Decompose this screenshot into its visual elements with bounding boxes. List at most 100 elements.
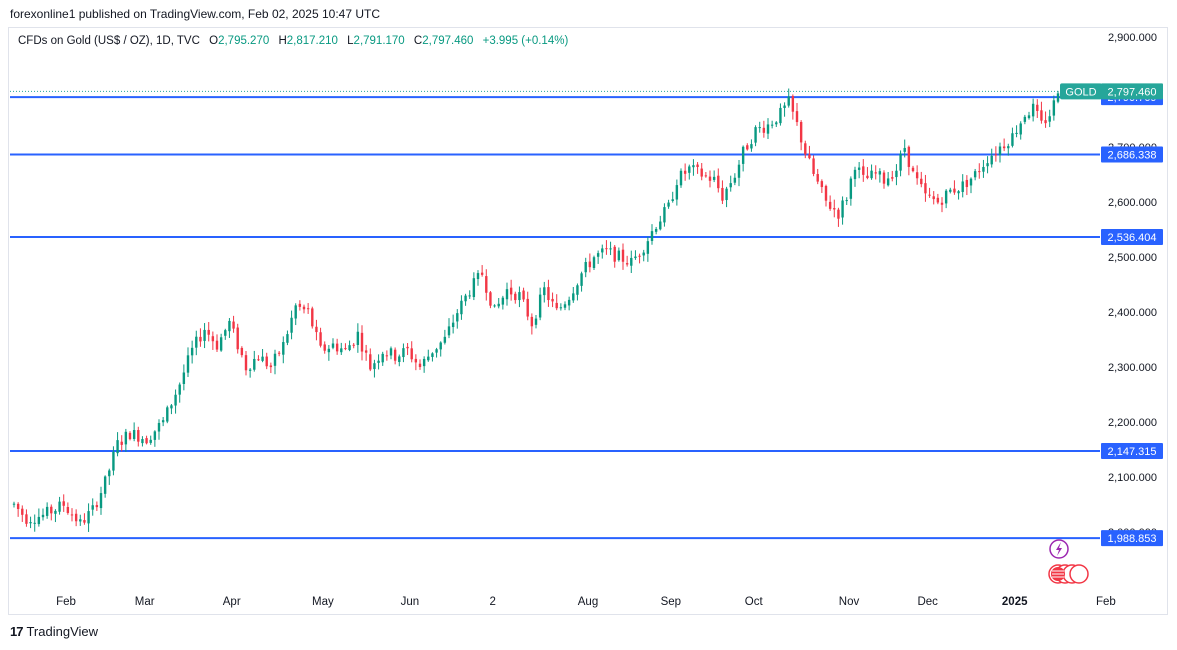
candle-body-83 bbox=[356, 331, 360, 346]
level-label-3: 2,147.315 bbox=[1108, 446, 1157, 458]
candle-body-68 bbox=[294, 305, 297, 319]
level-badge-2 bbox=[1101, 228, 1163, 245]
candle-body-239 bbox=[1002, 146, 1006, 149]
candle-body-52 bbox=[228, 320, 231, 332]
publisher-line: forexonline1 published on TradingView.co… bbox=[10, 7, 381, 21]
candle-body-219 bbox=[920, 178, 923, 185]
candle-body-206 bbox=[866, 175, 869, 179]
candle-body-11 bbox=[58, 501, 61, 512]
candle-body-234 bbox=[982, 166, 985, 172]
candle-body-108 bbox=[460, 300, 463, 315]
candle-body-163 bbox=[688, 166, 691, 173]
candle-body-204 bbox=[857, 167, 861, 170]
candle-body-69 bbox=[298, 303, 302, 307]
candle-body-27 bbox=[124, 431, 128, 445]
x-tick-label-6: Aug bbox=[578, 596, 598, 608]
x-tick-label-12: Feb bbox=[1096, 596, 1116, 608]
candle-body-51 bbox=[224, 330, 227, 336]
candle-body-102 bbox=[435, 349, 438, 353]
candle-body-124 bbox=[526, 298, 529, 317]
x-tick-label-11: 2025 bbox=[1002, 596, 1028, 608]
candle-body-249 bbox=[1044, 120, 1047, 124]
candle-body-55 bbox=[240, 347, 244, 356]
candle-body-50 bbox=[219, 337, 223, 351]
candle-body-160 bbox=[675, 185, 679, 200]
x-tick-label-7: Sep bbox=[661, 596, 681, 608]
candle-body-137 bbox=[580, 273, 583, 286]
candle-body-21 bbox=[99, 493, 103, 509]
candle-body-147 bbox=[621, 249, 625, 262]
candle-body-154 bbox=[650, 231, 654, 241]
candle-body-76 bbox=[327, 348, 331, 353]
legend-close: 2,797.460 bbox=[422, 35, 474, 47]
legend-close-label: C bbox=[413, 35, 423, 47]
candle-body-8 bbox=[45, 506, 49, 516]
candle-body-98 bbox=[418, 363, 422, 368]
candle-body-46 bbox=[203, 329, 206, 341]
candle-body-170 bbox=[717, 175, 720, 189]
candle-body-217 bbox=[911, 167, 915, 172]
candle-body-92 bbox=[393, 349, 397, 361]
candle-body-218 bbox=[915, 172, 919, 179]
tradingview-brand[interactable]: 17 TradingView bbox=[10, 624, 98, 639]
candle-body-146 bbox=[617, 250, 621, 261]
candle-body-199 bbox=[837, 209, 840, 219]
candle-body-22 bbox=[103, 476, 107, 494]
candle-body-17 bbox=[83, 520, 86, 523]
candle-body-15 bbox=[74, 513, 78, 522]
candle-body-126 bbox=[534, 318, 538, 325]
candle-body-195 bbox=[820, 181, 824, 188]
candle-body-164 bbox=[692, 165, 695, 168]
candle-body-42 bbox=[186, 355, 190, 373]
candle-body-13 bbox=[66, 506, 70, 513]
candle-body-143 bbox=[605, 248, 608, 250]
candle-body-84 bbox=[360, 332, 364, 352]
candle-body-141 bbox=[596, 253, 600, 257]
candle-body-85 bbox=[364, 350, 368, 353]
candle-body-2 bbox=[21, 508, 24, 515]
candle-body-246 bbox=[1031, 103, 1035, 117]
candle-body-214 bbox=[899, 153, 902, 171]
candle-body-110 bbox=[468, 295, 471, 297]
us-flag-event-icon-3 bbox=[1069, 564, 1089, 584]
candle-body-9 bbox=[50, 506, 53, 514]
candle-body-120 bbox=[509, 287, 513, 295]
candle-body-149 bbox=[630, 257, 633, 266]
candle-body-105 bbox=[447, 326, 451, 336]
y-tick-label-7: 2,100.000 bbox=[1108, 472, 1157, 484]
candle-body-181 bbox=[762, 127, 766, 133]
candle-body-205 bbox=[862, 166, 865, 175]
legend-high: 2,817.210 bbox=[286, 35, 338, 47]
candle-body-196 bbox=[824, 185, 828, 201]
candle-body-231 bbox=[969, 178, 973, 186]
candle-body-171 bbox=[721, 187, 724, 201]
candle-body-104 bbox=[443, 336, 447, 343]
y-tick-label-2: 2,600.000 bbox=[1108, 197, 1157, 209]
candle-body-62 bbox=[269, 365, 273, 368]
candle-body-107 bbox=[456, 313, 459, 322]
candle-body-127 bbox=[538, 294, 542, 318]
candle-body-174 bbox=[733, 177, 737, 183]
x-tick-label-8: Oct bbox=[745, 596, 764, 608]
candle-body-211 bbox=[886, 178, 890, 186]
candle-body-242 bbox=[1015, 132, 1018, 135]
candle-body-7 bbox=[41, 514, 45, 518]
candle-body-25 bbox=[116, 440, 119, 454]
candle-body-37 bbox=[166, 407, 169, 422]
candle-body-97 bbox=[414, 358, 418, 363]
x-tick-label-2: Apr bbox=[223, 596, 241, 608]
candle-body-192 bbox=[808, 154, 811, 159]
candle-body-1 bbox=[16, 503, 20, 509]
candle-body-150 bbox=[634, 256, 637, 259]
candle-body-232 bbox=[973, 171, 977, 178]
candle-body-250 bbox=[1048, 116, 1051, 122]
candle-body-89 bbox=[381, 353, 384, 363]
candle-body-215 bbox=[903, 147, 906, 152]
candle-body-12 bbox=[62, 501, 65, 506]
legend-open-label: O bbox=[209, 35, 219, 47]
candle-body-43 bbox=[190, 347, 194, 356]
candle-body-227 bbox=[953, 188, 956, 193]
candle-body-63 bbox=[273, 353, 277, 366]
legend-open: 2,795.270 bbox=[218, 35, 270, 47]
